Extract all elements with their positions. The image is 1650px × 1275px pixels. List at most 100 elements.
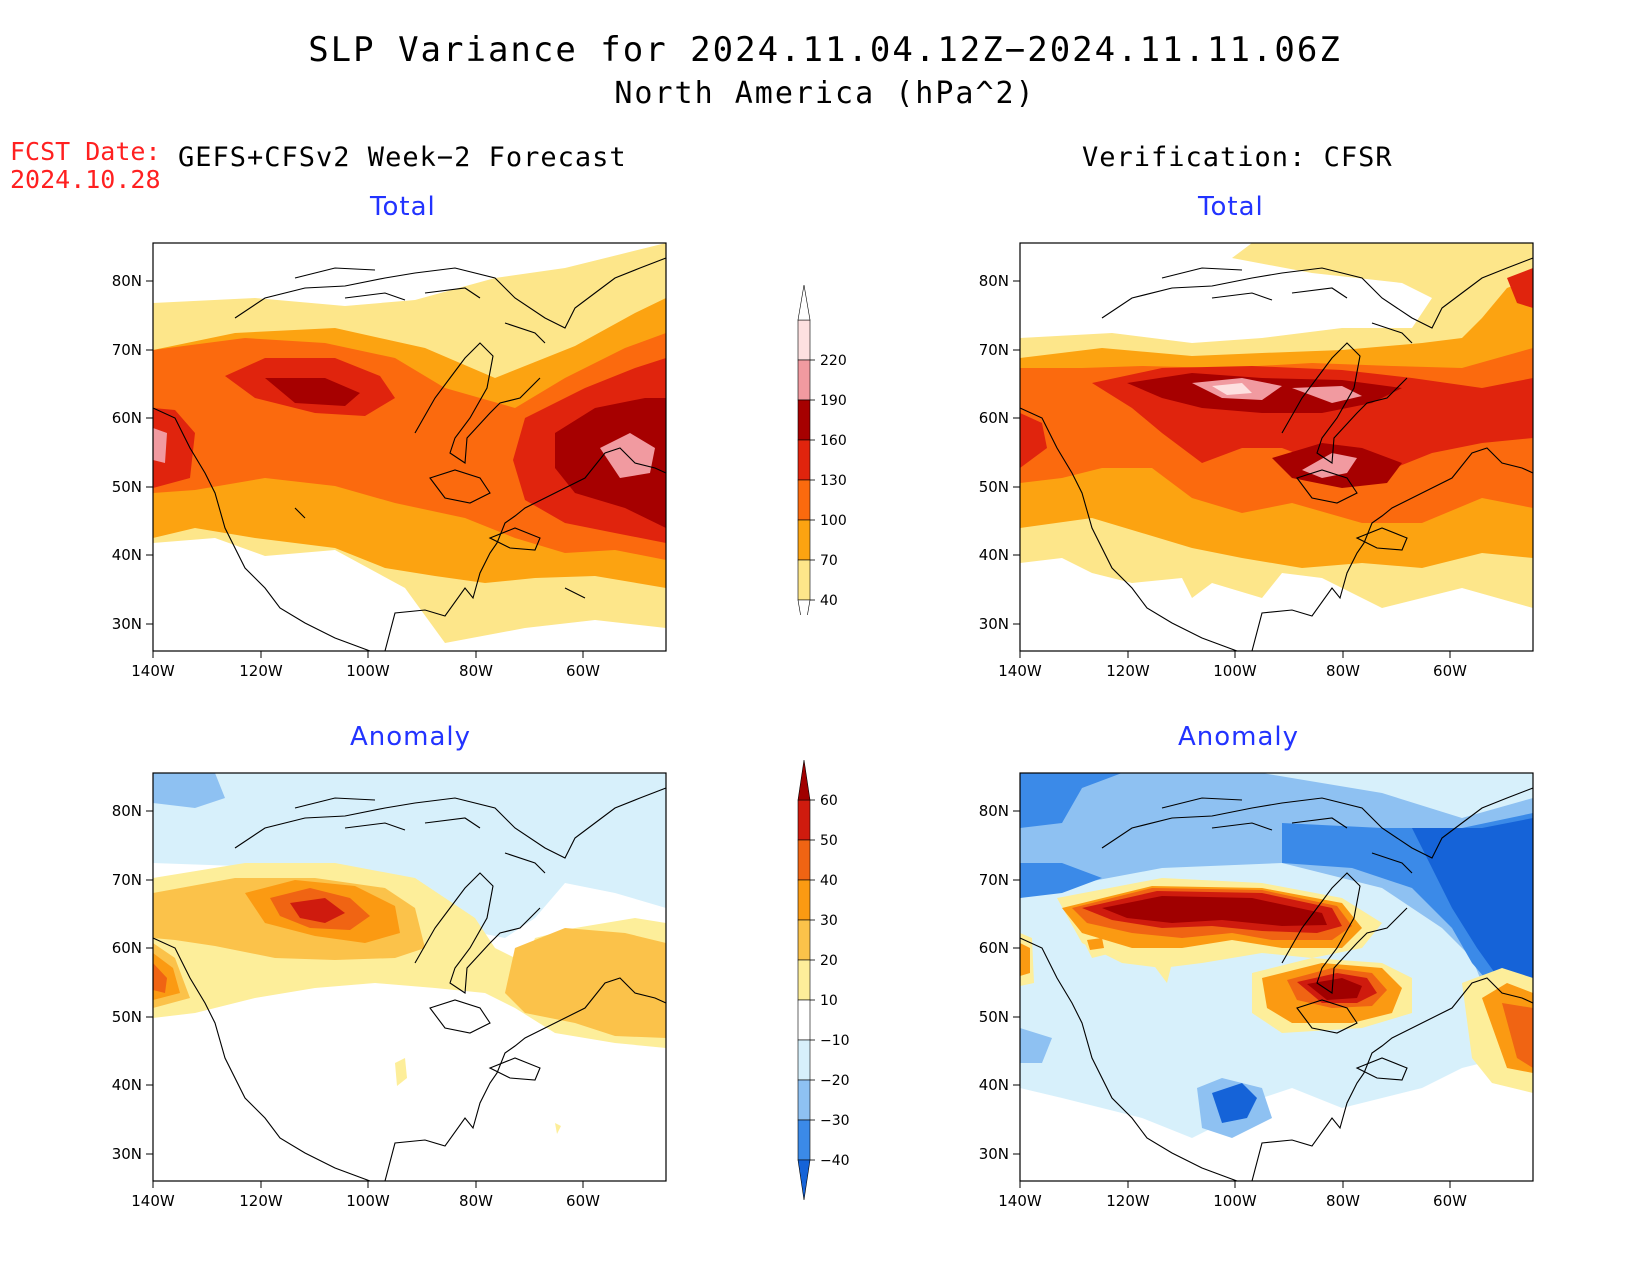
coastlines bbox=[1019, 257, 1534, 652]
colorbar-swatch bbox=[797, 519, 811, 561]
colorbar-label: 30 bbox=[820, 913, 838, 929]
y-tick-label: 50N bbox=[112, 1008, 142, 1026]
y-tick-label: 80N bbox=[112, 802, 142, 820]
x-tick-label: 60W bbox=[1433, 1192, 1467, 1210]
y-tick-label: 30N bbox=[979, 615, 1009, 633]
y-tick-label: 80N bbox=[979, 272, 1009, 290]
x-tick-label: 120W bbox=[239, 662, 283, 680]
panel-title-forecast-total: Total bbox=[370, 192, 436, 222]
fcst-date-value: 2024.10.28 bbox=[10, 165, 161, 194]
y-tick-label: 60N bbox=[979, 939, 1009, 957]
colorbar-anomaly: −40 −30 −20 −10 10 20 30 40 50 60 bbox=[797, 760, 850, 1201]
colorbar-top-arrow bbox=[797, 760, 811, 801]
panel-title-forecast-anomaly: Anomaly bbox=[350, 722, 472, 752]
colorbar-label: 70 bbox=[820, 553, 838, 569]
colorbar-label: 160 bbox=[820, 433, 847, 449]
x-tick-label: 140W bbox=[131, 662, 175, 680]
y-tick-label: 60N bbox=[112, 939, 142, 957]
x-tick-label: 120W bbox=[1106, 662, 1150, 680]
y-tick-label: 50N bbox=[979, 478, 1009, 496]
figure-title: SLP Variance for 2024.11.04.12Z−2024.11.… bbox=[308, 30, 1342, 70]
colorbar-bottom-arrow bbox=[797, 1159, 811, 1201]
axis-ticks bbox=[1013, 810, 1451, 1188]
colorbar-label: 190 bbox=[820, 393, 847, 409]
map-forecast-total: 140W 120W 100W 80W 60W 30N 40N 50N 60N 7… bbox=[112, 242, 667, 680]
colorbar-anomaly-labels: −40 −30 −20 −10 10 20 30 40 50 60 bbox=[810, 793, 850, 1169]
y-tick-label: 60N bbox=[112, 409, 142, 427]
y-tick-label: 80N bbox=[112, 272, 142, 290]
x-tick-label: 100W bbox=[1213, 662, 1257, 680]
colorbar-total-swatches bbox=[797, 285, 811, 615]
y-tick-label: 60N bbox=[979, 409, 1009, 427]
contour-fill bbox=[1020, 243, 1533, 651]
y-tick-label: 40N bbox=[979, 546, 1009, 564]
y-tick-label: 70N bbox=[979, 341, 1009, 359]
colorbar-swatch bbox=[797, 1039, 811, 1081]
colorbar-swatch bbox=[797, 879, 811, 921]
colorbar-anomaly-swatches bbox=[797, 760, 811, 1201]
colorbar-label: 220 bbox=[820, 353, 847, 369]
colorbar-label: 40 bbox=[820, 873, 838, 889]
colorbar-label: 100 bbox=[820, 513, 847, 529]
x-tick-label: 80W bbox=[1326, 662, 1360, 680]
verification-column-heading: Verification: CFSR bbox=[1082, 142, 1393, 173]
map-frame bbox=[1019, 772, 1534, 1182]
colorbar-swatch bbox=[797, 1119, 811, 1161]
x-tick-label: 140W bbox=[131, 1192, 175, 1210]
colorbar-swatch bbox=[797, 359, 811, 401]
colorbar-swatch bbox=[797, 999, 811, 1041]
colorbar-swatch bbox=[797, 559, 811, 601]
y-tick-label: 40N bbox=[979, 1076, 1009, 1094]
y-tick-label: 70N bbox=[979, 871, 1009, 889]
colorbar-label: −20 bbox=[820, 1073, 850, 1089]
panel-title-verification-total: Total bbox=[1198, 192, 1264, 222]
x-tick-label: 140W bbox=[998, 1192, 1042, 1210]
panel-title-verification-anomaly: Anomaly bbox=[1178, 722, 1300, 752]
y-tick-label: 50N bbox=[112, 478, 142, 496]
axis-ticks bbox=[1013, 280, 1451, 658]
y-tick-label: 40N bbox=[112, 1076, 142, 1094]
colorbar-swatch bbox=[797, 439, 811, 481]
map-frame bbox=[152, 242, 667, 652]
colorbar-swatch bbox=[797, 919, 811, 961]
x-tick-label: 100W bbox=[1213, 1192, 1257, 1210]
y-tick-label: 40N bbox=[112, 546, 142, 564]
fcst-date-label: FCST Date: bbox=[10, 137, 161, 166]
colorbar-swatch bbox=[797, 479, 811, 521]
colorbar-label: 50 bbox=[820, 833, 838, 849]
map-frame bbox=[152, 772, 667, 1182]
x-tick-label: 60W bbox=[566, 662, 600, 680]
x-tick-label: 140W bbox=[998, 662, 1042, 680]
x-tick-label: 120W bbox=[239, 1192, 283, 1210]
coastlines bbox=[152, 787, 667, 1182]
x-tick-label: 80W bbox=[459, 662, 493, 680]
x-tick-label: 60W bbox=[566, 1192, 600, 1210]
colorbar-label: 20 bbox=[820, 953, 838, 969]
coastlines bbox=[152, 257, 667, 652]
map-verification-total: 140W 120W 100W 80W 60W 30N 40N 50N 60N 7… bbox=[979, 242, 1534, 680]
colorbar-label: 130 bbox=[820, 473, 847, 489]
colorbar-swatch bbox=[797, 799, 811, 841]
colorbar-label: −40 bbox=[820, 1153, 850, 1169]
colorbar-swatch bbox=[797, 399, 811, 441]
contour-fill bbox=[153, 243, 666, 651]
colorbar-label: 10 bbox=[820, 993, 838, 1009]
axis-ticks bbox=[146, 280, 584, 658]
colorbar-label: 40 bbox=[820, 593, 838, 609]
x-tick-label: 80W bbox=[1326, 1192, 1360, 1210]
y-tick-label: 70N bbox=[112, 341, 142, 359]
map-verification-anomaly: 140W 120W 100W 80W 60W 30N 40N 50N 60N 7… bbox=[979, 772, 1534, 1210]
colorbar-swatch bbox=[797, 319, 811, 361]
colorbar-label: −10 bbox=[820, 1033, 850, 1049]
colorbar-total: 40 70 100 130 160 190 220 bbox=[797, 285, 847, 615]
colorbar-top-arrow bbox=[797, 285, 811, 321]
colorbar-bottom-arrow bbox=[797, 599, 811, 615]
colorbar-total-labels: 40 70 100 130 160 190 220 bbox=[810, 353, 847, 609]
y-tick-label: 50N bbox=[979, 1008, 1009, 1026]
y-tick-label: 80N bbox=[979, 802, 1009, 820]
coastlines bbox=[1019, 787, 1534, 1182]
colorbar-swatch bbox=[797, 959, 811, 1001]
x-tick-label: 100W bbox=[346, 662, 390, 680]
contour-fill bbox=[153, 773, 666, 1181]
x-tick-label: 80W bbox=[459, 1192, 493, 1210]
